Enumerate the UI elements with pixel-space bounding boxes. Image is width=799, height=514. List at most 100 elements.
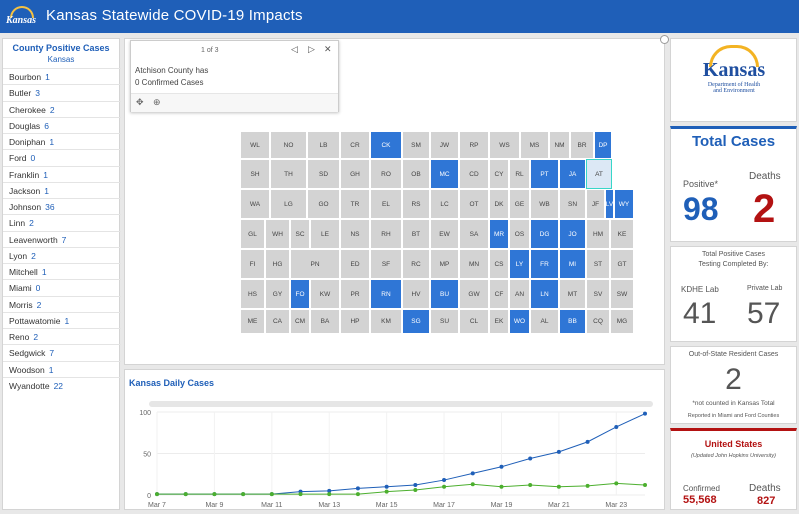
county-wb[interactable]: WB: [530, 189, 559, 219]
county-fi[interactable]: FI: [240, 249, 265, 279]
county-list-item[interactable]: Butler 3: [3, 84, 121, 100]
county-mr[interactable]: MR: [489, 219, 509, 249]
county-wh[interactable]: WH: [265, 219, 290, 249]
kansas-county-map[interactable]: CNRADCNTPLSMJWRPWSMSNMBRDPSHTHSDGHROOBMC…: [240, 131, 634, 334]
county-wl[interactable]: WL: [240, 131, 270, 159]
county-list-item[interactable]: Johnson 36: [3, 198, 121, 214]
county-ck[interactable]: CK: [370, 131, 402, 159]
county-jo[interactable]: JO: [559, 219, 586, 249]
county-list-item[interactable]: Miami 0: [3, 279, 121, 295]
county-lg[interactable]: LG: [270, 189, 307, 219]
county-mp[interactable]: MP: [430, 249, 459, 279]
county-ly[interactable]: LY: [509, 249, 530, 279]
county-rh[interactable]: RH: [370, 219, 402, 249]
county-at[interactable]: AT: [586, 159, 612, 189]
county-ek[interactable]: EK: [489, 309, 509, 334]
county-hp[interactable]: HP: [340, 309, 370, 334]
county-dp[interactable]: DP: [594, 131, 612, 159]
county-sc[interactable]: SC: [290, 219, 310, 249]
county-list-item[interactable]: Morris 2: [3, 295, 121, 312]
county-gh[interactable]: GH: [340, 159, 370, 189]
next-icon[interactable]: ▷: [308, 44, 315, 54]
county-bt[interactable]: BT: [402, 219, 430, 249]
county-pr[interactable]: PR: [340, 279, 370, 309]
county-br[interactable]: BR: [570, 131, 594, 159]
county-list-item[interactable]: Lyon 2: [3, 246, 121, 263]
county-lb[interactable]: LB: [307, 131, 340, 159]
county-cm[interactable]: CM: [290, 309, 310, 334]
county-cr[interactable]: CR: [340, 131, 370, 159]
county-cq[interactable]: CQ: [586, 309, 610, 334]
county-gy[interactable]: GY: [265, 279, 290, 309]
county-ke[interactable]: KE: [610, 219, 634, 249]
county-ms[interactable]: MS: [520, 131, 549, 159]
county-list-item[interactable]: Cherokee 2: [3, 100, 121, 117]
county-sm[interactable]: SM: [402, 131, 430, 159]
county-no[interactable]: NO: [270, 131, 307, 159]
county-rs[interactable]: RS: [402, 189, 430, 219]
county-bu[interactable]: BU: [430, 279, 459, 309]
county-bb[interactable]: BB: [559, 309, 586, 334]
county-gl[interactable]: GL: [240, 219, 265, 249]
county-sv[interactable]: SV: [586, 279, 610, 309]
county-hm[interactable]: HM: [586, 219, 610, 249]
county-nm[interactable]: NM: [549, 131, 570, 159]
county-list-item[interactable]: Reno 2: [3, 328, 121, 344]
county-fo[interactable]: FO: [290, 279, 310, 309]
county-sw[interactable]: SW: [610, 279, 634, 309]
county-ns[interactable]: NS: [340, 219, 370, 249]
county-list-item[interactable]: Pottawatomie 1: [3, 311, 121, 328]
county-wy[interactable]: WY: [614, 189, 634, 219]
county-kw[interactable]: KW: [310, 279, 340, 309]
county-ot[interactable]: OT: [459, 189, 489, 219]
county-list-item[interactable]: Woodson 1: [3, 360, 121, 377]
county-ob[interactable]: OB: [402, 159, 430, 189]
county-list-item[interactable]: Mitchell 1: [3, 263, 121, 279]
county-mi[interactable]: MI: [559, 249, 586, 279]
county-tr[interactable]: TR: [340, 189, 370, 219]
county-al[interactable]: AL: [530, 309, 559, 334]
county-km[interactable]: KM: [370, 309, 402, 334]
county-cd[interactable]: CD: [459, 159, 489, 189]
county-ed[interactable]: ED: [340, 249, 370, 279]
county-hv[interactable]: HV: [402, 279, 430, 309]
county-me[interactable]: ME: [240, 309, 265, 334]
county-sa[interactable]: SA: [459, 219, 489, 249]
county-list-item[interactable]: Doniphan 1: [3, 133, 121, 149]
county-ca[interactable]: CA: [265, 309, 290, 334]
county-list-item[interactable]: Leavenworth 7: [3, 230, 121, 247]
county-rn[interactable]: RN: [370, 279, 402, 309]
county-dg[interactable]: DG: [530, 219, 559, 249]
county-ew[interactable]: EW: [430, 219, 459, 249]
county-jw[interactable]: JW: [430, 131, 459, 159]
county-lc[interactable]: LC: [430, 189, 459, 219]
prev-icon[interactable]: ◁: [291, 44, 298, 54]
county-su[interactable]: SU: [430, 309, 459, 334]
county-mg[interactable]: MG: [610, 309, 634, 334]
county-list-item[interactable]: Wyandotte 22: [3, 376, 121, 393]
county-cf[interactable]: CF: [489, 279, 509, 309]
county-mn[interactable]: MN: [459, 249, 489, 279]
county-os[interactable]: OS: [509, 219, 530, 249]
county-sh[interactable]: SH: [240, 159, 270, 189]
county-list-item[interactable]: Jackson 1: [3, 181, 121, 198]
county-ws[interactable]: WS: [489, 131, 520, 159]
county-list-item[interactable]: Franklin 1: [3, 165, 121, 182]
county-sg[interactable]: SG: [402, 309, 430, 334]
county-rc[interactable]: RC: [402, 249, 430, 279]
county-hg[interactable]: HG: [265, 249, 290, 279]
county-rp[interactable]: RP: [459, 131, 489, 159]
county-dk[interactable]: DK: [489, 189, 509, 219]
county-pn[interactable]: PN: [290, 249, 340, 279]
county-go[interactable]: GO: [307, 189, 340, 219]
county-le[interactable]: LE: [310, 219, 340, 249]
county-lv[interactable]: LV: [605, 189, 614, 219]
county-ro[interactable]: RO: [370, 159, 402, 189]
county-st[interactable]: ST: [586, 249, 610, 279]
county-rl[interactable]: RL: [509, 159, 530, 189]
county-cl[interactable]: CL: [459, 309, 489, 334]
county-jf[interactable]: JF: [586, 189, 605, 219]
pan-icon[interactable]: ✥: [136, 97, 144, 107]
county-gw[interactable]: GW: [459, 279, 489, 309]
county-mc[interactable]: MC: [430, 159, 459, 189]
